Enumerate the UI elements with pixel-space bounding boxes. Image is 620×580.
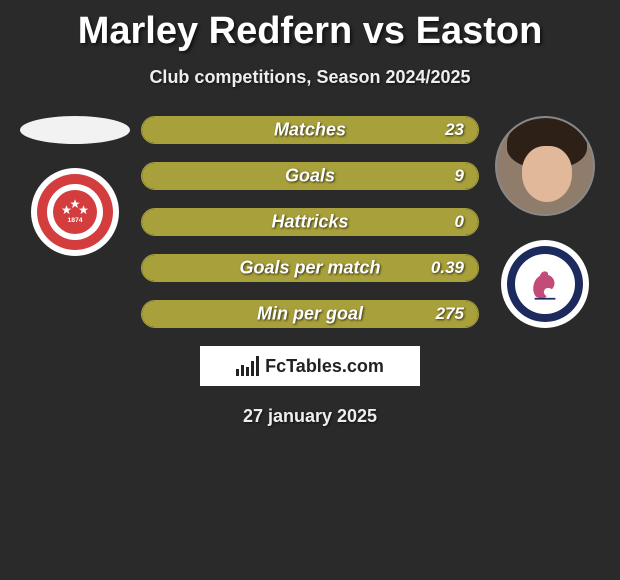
page-title: Marley Redfern vs Easton: [78, 10, 543, 53]
player-avatar-right: [495, 116, 595, 216]
stat-row-min-per-goal: Min per goal 275: [141, 300, 479, 328]
avatar-face: [522, 146, 572, 202]
svg-text:1874: 1874: [67, 217, 82, 224]
right-player-column: [485, 116, 605, 328]
stat-value: 9: [455, 166, 464, 186]
stat-row-goals-per-match: Goals per match 0.39: [141, 254, 479, 282]
chart-icon: [236, 356, 259, 376]
stat-value: 0.39: [431, 258, 464, 278]
subtitle: Club competitions, Season 2024/2025: [149, 67, 470, 88]
stars-icon: 1874: [58, 195, 92, 229]
player-avatar-left: [20, 116, 130, 144]
stat-label: Min per goal: [257, 304, 363, 325]
left-player-column: 1874: [15, 116, 135, 256]
stat-label: Goals: [285, 166, 335, 187]
brand-box: FcTables.com: [200, 346, 420, 386]
stat-row-goals: Goals 9: [141, 162, 479, 190]
stat-label: Matches: [274, 120, 346, 141]
stat-row-hattricks: Hattricks 0: [141, 208, 479, 236]
stat-row-matches: Matches 23: [141, 116, 479, 144]
team-crest-right: [501, 240, 589, 328]
stat-value: 0: [455, 212, 464, 232]
stat-bars: Matches 23 Goals 9 Hattricks 0 Goals per…: [135, 116, 485, 328]
team-crest-left: 1874: [31, 168, 119, 256]
stat-label: Hattricks: [271, 212, 348, 233]
date-text: 27 january 2025: [243, 406, 377, 427]
comparison-row: 1874 Matches 23 Goals 9 Hattricks 0: [0, 116, 620, 328]
stat-label: Goals per match: [239, 258, 380, 279]
brand-text: FcTables.com: [265, 356, 384, 377]
root: Marley Redfern vs Easton Club competitio…: [0, 0, 620, 427]
stat-value: 275: [436, 304, 464, 324]
lion-icon: [519, 258, 571, 310]
stat-value: 23: [445, 120, 464, 140]
